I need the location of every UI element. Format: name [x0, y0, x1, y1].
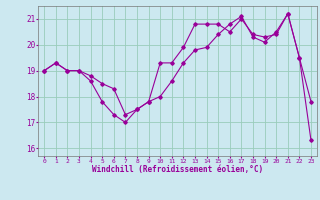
X-axis label: Windchill (Refroidissement éolien,°C): Windchill (Refroidissement éolien,°C): [92, 165, 263, 174]
